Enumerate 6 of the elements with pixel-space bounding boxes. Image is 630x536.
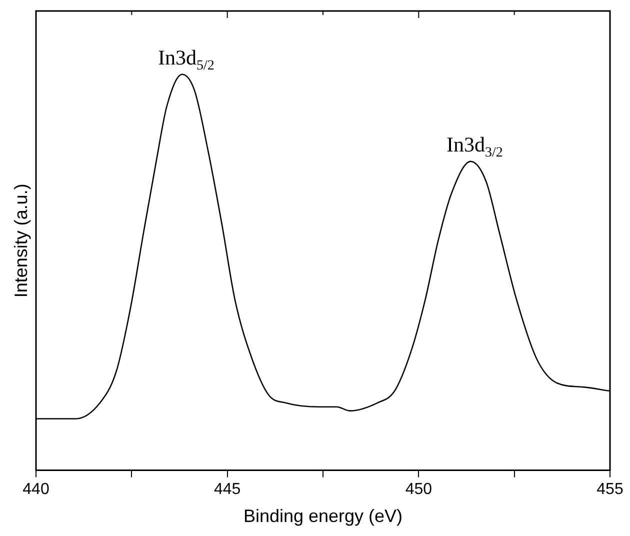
x-tick-label: 440 — [22, 481, 50, 498]
y-axis-title: Intensity (a.u.) — [10, 184, 31, 298]
x-tick-label: 445 — [214, 481, 241, 498]
x-tick-label: 450 — [405, 481, 432, 498]
x-tick-label: 455 — [596, 481, 624, 498]
x-axis-title: Binding energy (eV) — [243, 506, 403, 526]
